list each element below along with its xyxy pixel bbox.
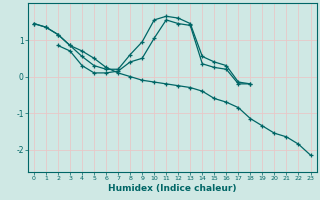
X-axis label: Humidex (Indice chaleur): Humidex (Indice chaleur) <box>108 184 236 193</box>
